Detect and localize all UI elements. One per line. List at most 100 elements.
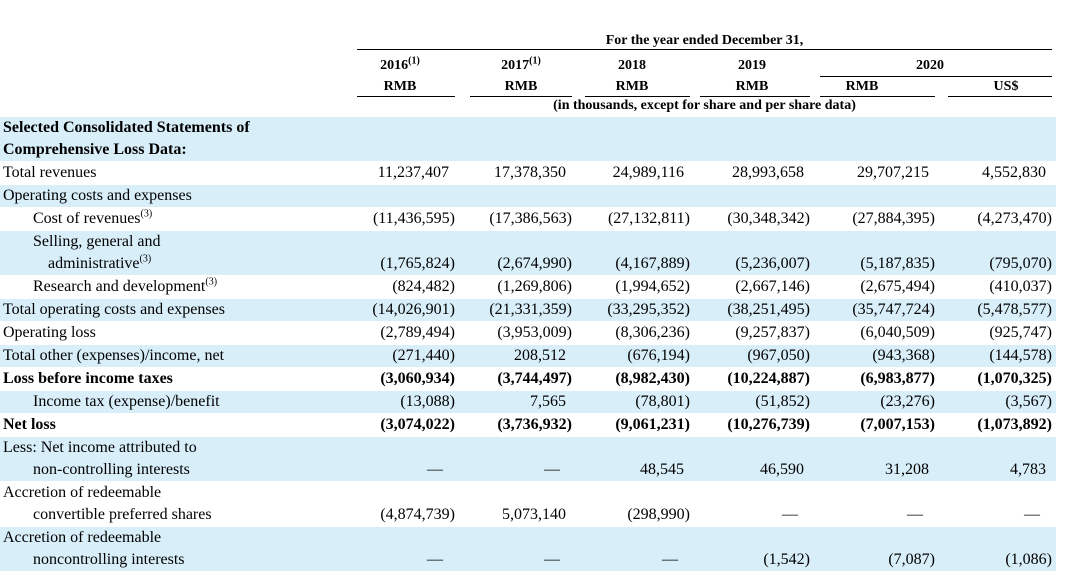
- label-text: convertible preferred shares: [33, 506, 212, 523]
- label-text: Total operating costs and expenses: [3, 301, 225, 318]
- cell-value: (3,744,497): [497, 370, 572, 387]
- cell-value: (5,478,577): [977, 301, 1052, 318]
- cell-value: 208,512: [514, 347, 566, 364]
- currency-header: RMB: [615, 79, 649, 94]
- row-band: [0, 231, 1056, 275]
- rule: [820, 96, 935, 97]
- row-band: [0, 299, 1056, 321]
- label-text: Less: Net income attributed to: [3, 439, 197, 456]
- label-text: Operating loss: [3, 324, 96, 341]
- cell-value: (1,765,824): [380, 255, 455, 272]
- row-label: Total operating costs and expenses: [3, 300, 225, 320]
- cell-value: —: [427, 461, 443, 478]
- cell-value: 46,590: [760, 461, 804, 478]
- cell-value: (1,073,892): [977, 416, 1052, 433]
- cell-value: (1,086): [1005, 551, 1052, 568]
- year-header: 2018: [592, 56, 672, 76]
- cell-value: (38,251,495): [727, 301, 810, 318]
- label-text: administrative: [48, 255, 140, 272]
- cell-value: —: [662, 551, 678, 568]
- cell-value: (8,306,236): [615, 324, 690, 341]
- cell-value: —: [427, 551, 443, 568]
- currency-header: RMB: [383, 79, 417, 94]
- row-band: [0, 185, 1056, 207]
- cell-value: (925,747): [989, 324, 1052, 341]
- row-label: Less: Net income attributed to: [3, 438, 197, 458]
- footnote-ref: (3): [139, 253, 152, 265]
- footnote-ref: (1): [408, 55, 420, 67]
- cell-value: (298,990): [627, 506, 690, 523]
- year: 2017: [501, 58, 530, 73]
- cell-value: (1,994,652): [615, 278, 690, 295]
- cell-value: 48,545: [640, 461, 684, 478]
- cell-value: (6,983,877): [860, 370, 935, 387]
- cell-value: (824,482): [392, 278, 455, 295]
- cell-value: (1,070,325): [977, 370, 1052, 387]
- cell-value: (7,007,153): [860, 416, 935, 433]
- cell-value: (7,087): [888, 551, 935, 568]
- cell-value: (10,276,739): [727, 416, 810, 433]
- currency-header: RMB: [845, 79, 879, 94]
- cell-value: (3,074,022): [380, 416, 455, 433]
- row-label: noncontrolling interests: [33, 550, 185, 570]
- cell-value: (51,852): [755, 393, 810, 410]
- label-text: noncontrolling interests: [33, 551, 185, 568]
- cell-value: (6,040,509): [860, 324, 935, 341]
- cell-value: (14,026,901): [372, 301, 455, 318]
- cell-value: 7,565: [530, 393, 566, 410]
- currency-header: RMB: [504, 79, 538, 94]
- rule: [820, 76, 1052, 77]
- cell-value: (4,874,739): [380, 506, 455, 523]
- label-text: Selling, general and: [33, 233, 161, 250]
- cell-value: (271,440): [392, 347, 455, 364]
- label-text: Operating costs and expenses: [3, 187, 192, 204]
- cell-value: (943,368): [872, 347, 935, 364]
- year-header: 2019: [712, 56, 792, 76]
- label-text: Accretion of redeemable: [3, 529, 162, 546]
- cell-value: (30,348,342): [727, 210, 810, 227]
- label-text: Cost of revenues: [33, 210, 141, 227]
- cell-value: (23,276): [880, 393, 935, 410]
- cell-value: 4,552,830: [982, 164, 1046, 181]
- rule: [357, 49, 1052, 50]
- cell-value: —: [782, 506, 798, 523]
- rule: [585, 96, 690, 97]
- label-text: Selected Consolidated Statements of: [3, 119, 250, 136]
- footnote-ref: (1): [529, 55, 541, 67]
- cell-value: (10,224,887): [727, 370, 810, 387]
- currency-header: RMB: [735, 79, 769, 94]
- currency-header: US$: [993, 79, 1019, 94]
- cell-value: (967,050): [747, 347, 810, 364]
- row-label: non-controlling interests: [33, 460, 190, 480]
- cell-value: 28,993,658: [732, 164, 804, 181]
- year-header: 2017(1): [481, 56, 561, 76]
- row-label: Total revenues: [3, 163, 97, 183]
- label-text: non-controlling interests: [33, 461, 190, 478]
- rule: [470, 96, 572, 97]
- year-header: 2016(1): [360, 56, 440, 76]
- label-text: Accretion of redeemable: [3, 484, 162, 501]
- cell-value: (5,236,007): [735, 255, 810, 272]
- row-label: Selling, general and: [33, 232, 161, 252]
- row-label: Operating costs and expenses: [3, 186, 192, 206]
- row-band: [0, 345, 1056, 367]
- cell-value: (13,088): [400, 393, 455, 410]
- label-text: Income tax (expense)/benefit: [33, 393, 220, 410]
- row-label: Comprehensive Loss Data:: [3, 140, 187, 160]
- row-label: Total other (expenses)/income, net: [3, 346, 224, 366]
- cell-value: (3,953,009): [497, 324, 572, 341]
- cell-value: (2,667,146): [735, 278, 810, 295]
- cell-value: 24,989,116: [612, 164, 684, 181]
- row-band: [0, 527, 1056, 571]
- label-text: Comprehensive Loss Data:: [3, 141, 187, 158]
- row-band: [0, 437, 1056, 481]
- rule: [700, 96, 810, 97]
- year: 2016: [380, 58, 409, 73]
- cell-value: 11,237,407: [377, 164, 449, 181]
- row-label: Accretion of redeemable: [3, 483, 161, 503]
- cell-value: (9,257,837): [735, 324, 810, 341]
- cell-value: (410,037): [989, 278, 1052, 295]
- row-band: [0, 391, 1056, 413]
- cell-value: (795,070): [989, 255, 1052, 272]
